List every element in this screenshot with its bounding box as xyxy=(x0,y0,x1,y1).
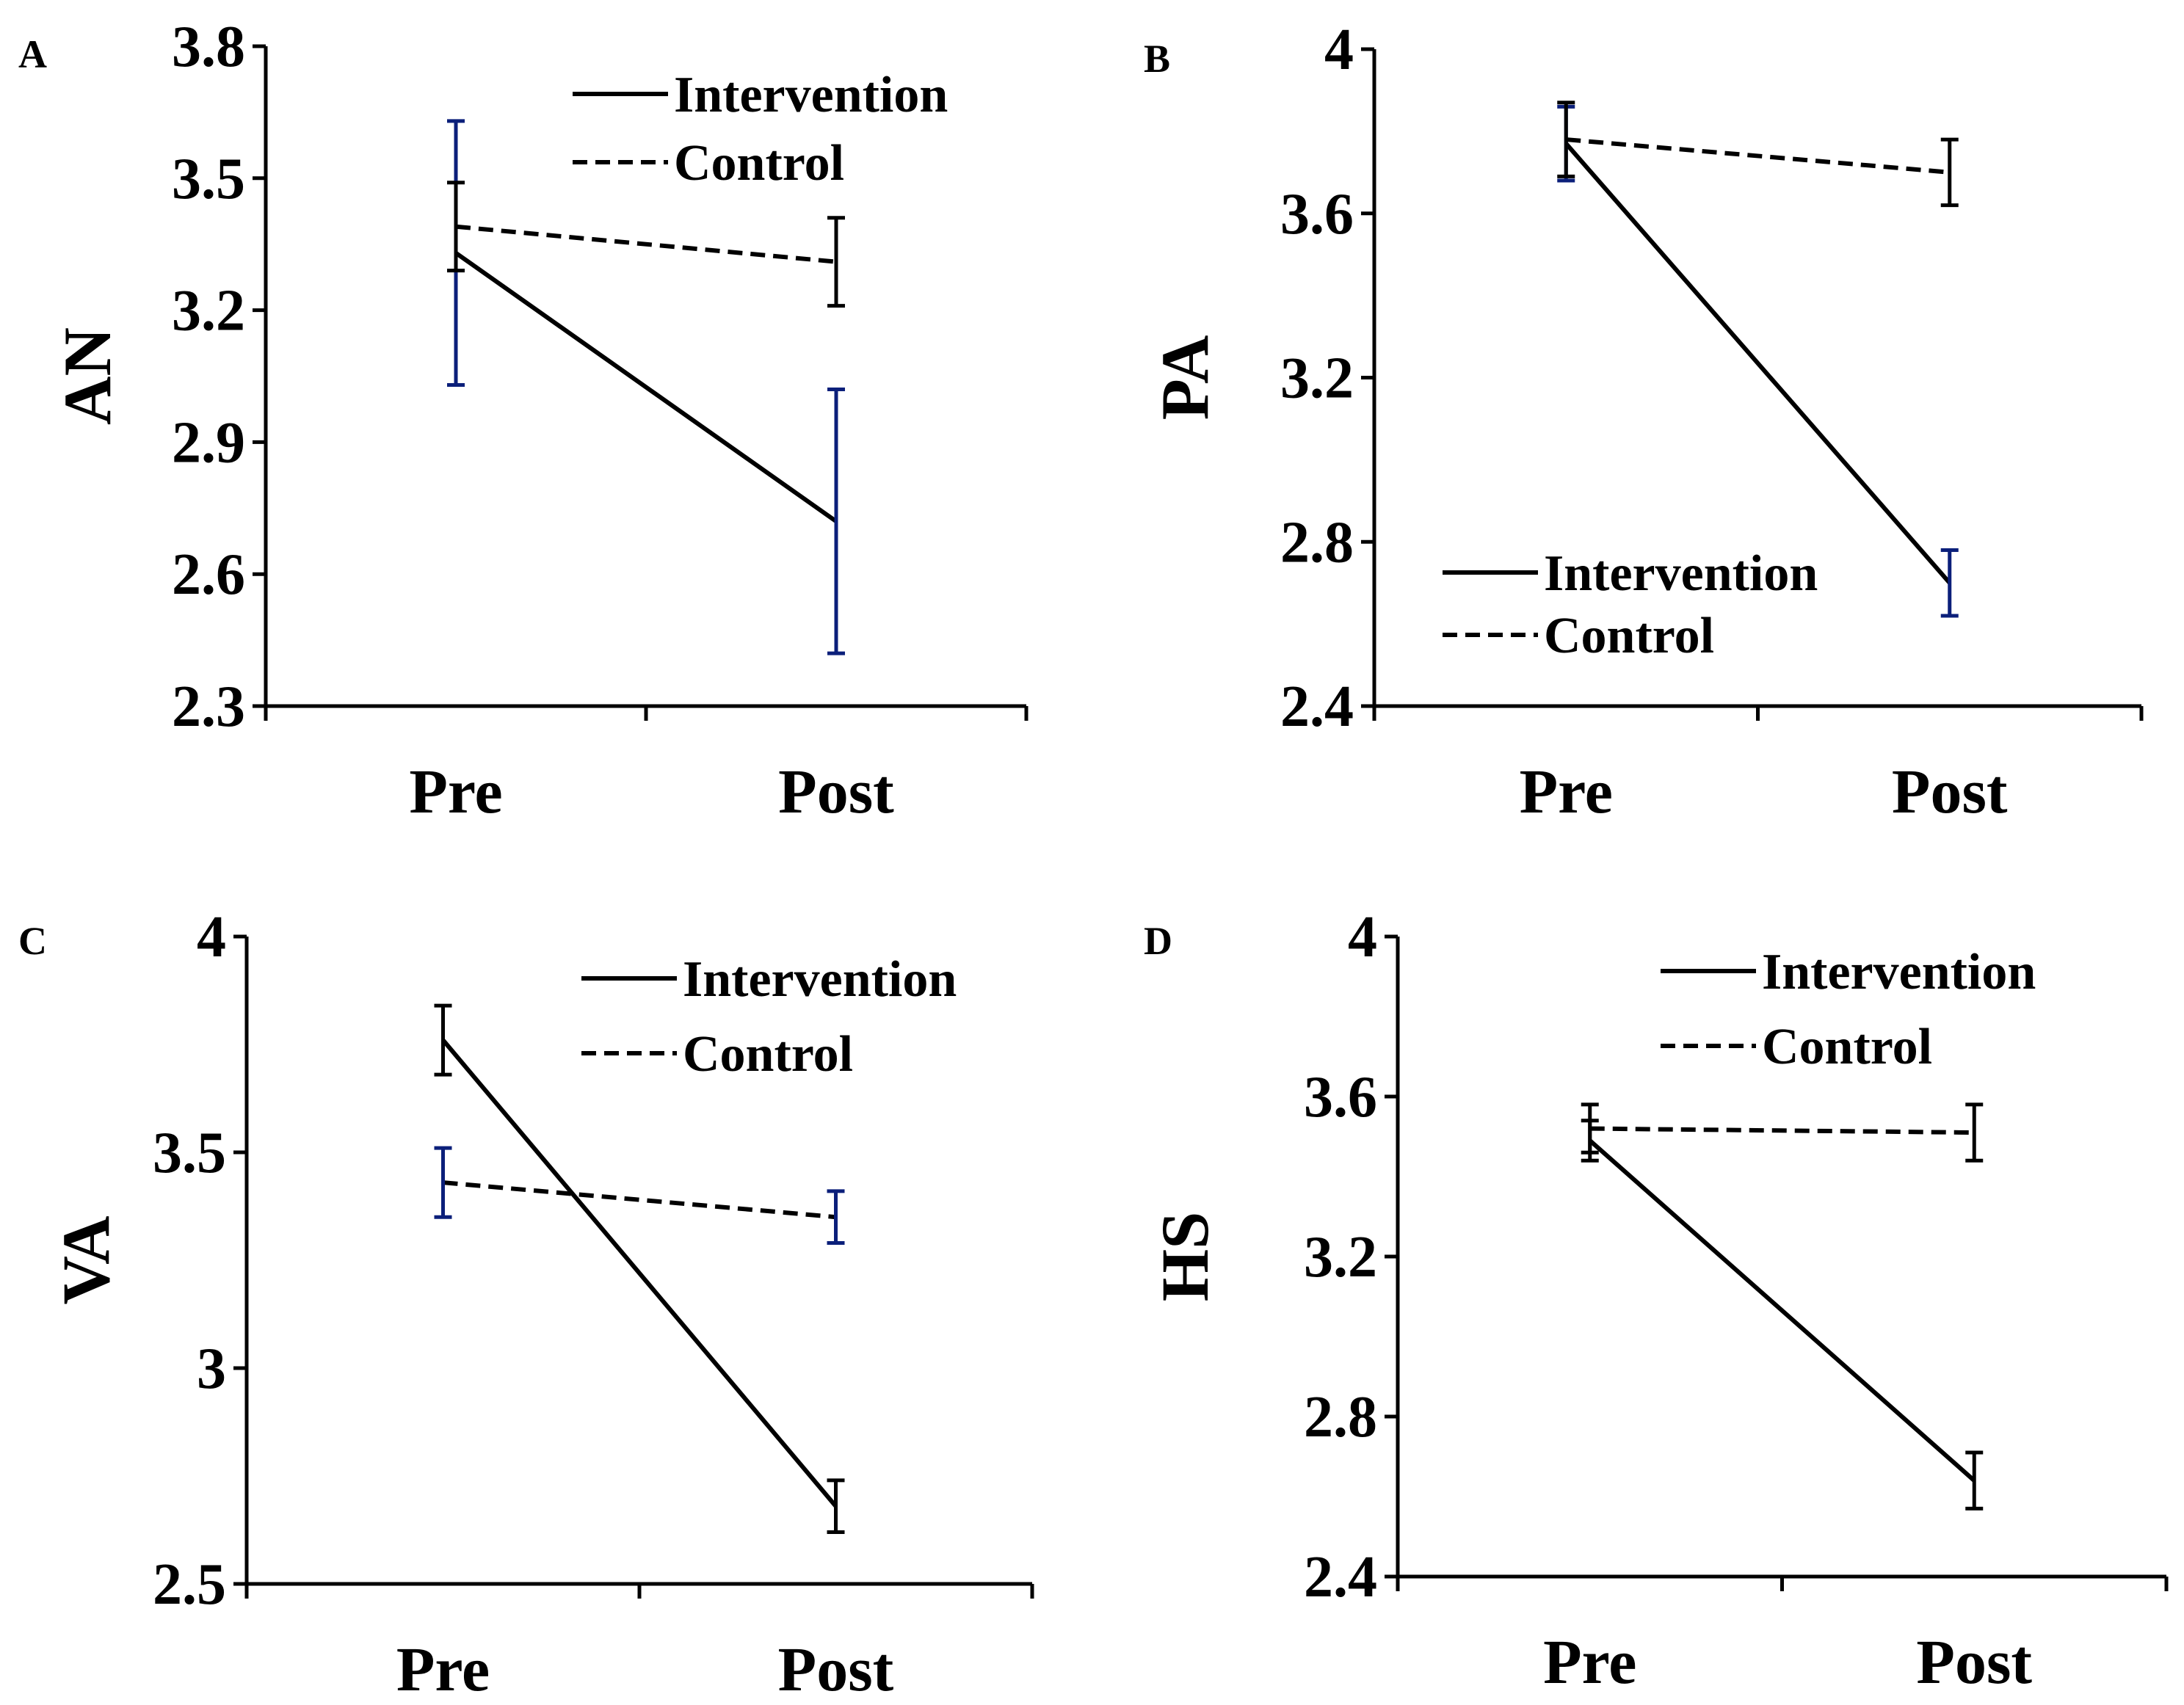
series-line-intervention xyxy=(441,1039,838,1508)
y-tick-label: 4 xyxy=(1324,18,1354,82)
legend-label-intervention: Intervention xyxy=(674,67,948,123)
y-tick-label: 2.4 xyxy=(1280,675,1354,739)
x-category-label: Post xyxy=(778,756,894,826)
legend-label-intervention: Intervention xyxy=(683,951,957,1008)
series-line-control xyxy=(1589,1126,1975,1135)
chart-panel-b: B 4 3.6 3.2 2.8 2.4 Pre Post PA Intervention Contr… xyxy=(1144,18,2144,826)
y-tick-label: 4 xyxy=(1348,905,1377,970)
y-tick-label: 3.5 xyxy=(153,1121,226,1185)
legend-label-control: Control xyxy=(674,135,844,192)
y-tick-label: 3.5 xyxy=(172,147,245,211)
y-tick-label: 3 xyxy=(197,1337,226,1401)
legend-label-control: Control xyxy=(1762,1019,1932,1075)
series-line-control xyxy=(1565,137,1951,175)
series-line-control xyxy=(455,224,837,264)
x-category-label: Post xyxy=(778,1634,894,1704)
y-tick-label: 2.9 xyxy=(172,410,245,475)
y-tick-label: 2.3 xyxy=(172,675,245,739)
panel-label: C xyxy=(18,919,47,963)
panel-label: A xyxy=(18,32,47,76)
x-category-label: Pre xyxy=(1520,756,1613,826)
y-axis-title: PA xyxy=(1147,335,1222,421)
y-tick-label: 3.8 xyxy=(172,15,245,79)
x-category-label: Pre xyxy=(1543,1626,1636,1697)
legend-label-control: Control xyxy=(1544,608,1714,664)
panel-label: B xyxy=(1144,37,1170,81)
chart-panel-a: A 3.8 3.5 3.2 2.9 2.6 2.3 Pre Post AN Intervention… xyxy=(18,15,1028,826)
series-line-intervention xyxy=(1564,142,1952,585)
y-tick-label: 2.5 xyxy=(153,1552,226,1617)
y-tick-label: 3.6 xyxy=(1280,182,1354,247)
legend-label-intervention: Intervention xyxy=(1762,944,2036,1000)
y-tick-label: 3.6 xyxy=(1304,1065,1377,1130)
y-axis-title: HS xyxy=(1147,1212,1222,1302)
y-axis-title: VA xyxy=(48,1215,123,1304)
series-line-intervention xyxy=(454,251,838,523)
series-line-intervention xyxy=(1588,1138,1976,1483)
x-category-label: Pre xyxy=(396,1634,490,1704)
chart-panel-c: C 4 3.5 3 2.5 Pre Post VA Intervention Control xyxy=(18,905,1034,1704)
x-category-label: Post xyxy=(1892,756,2008,826)
y-tick-label: 3.2 xyxy=(1304,1225,1377,1290)
panel-label: D xyxy=(1144,919,1172,963)
y-tick-label: 3.2 xyxy=(172,279,245,343)
y-axis-title: AN xyxy=(50,327,125,425)
legend-label-intervention: Intervention xyxy=(1544,545,1818,602)
series-line-control xyxy=(443,1180,836,1220)
y-tick-label: 3.2 xyxy=(1280,346,1354,411)
y-tick-label: 2.8 xyxy=(1280,510,1354,575)
legend-label-control: Control xyxy=(683,1026,853,1083)
y-tick-label: 2.8 xyxy=(1304,1385,1377,1450)
chart-panel-d: D 4 3.6 3.2 2.8 2.4 Pre Post HS Intervention Contr… xyxy=(1144,905,2169,1697)
y-tick-label: 2.4 xyxy=(1304,1545,1377,1610)
x-category-label: Pre xyxy=(409,756,502,826)
y-tick-label: 2.6 xyxy=(172,542,245,607)
y-tick-label: 4 xyxy=(197,905,226,970)
x-category-label: Post xyxy=(1916,1626,2032,1697)
